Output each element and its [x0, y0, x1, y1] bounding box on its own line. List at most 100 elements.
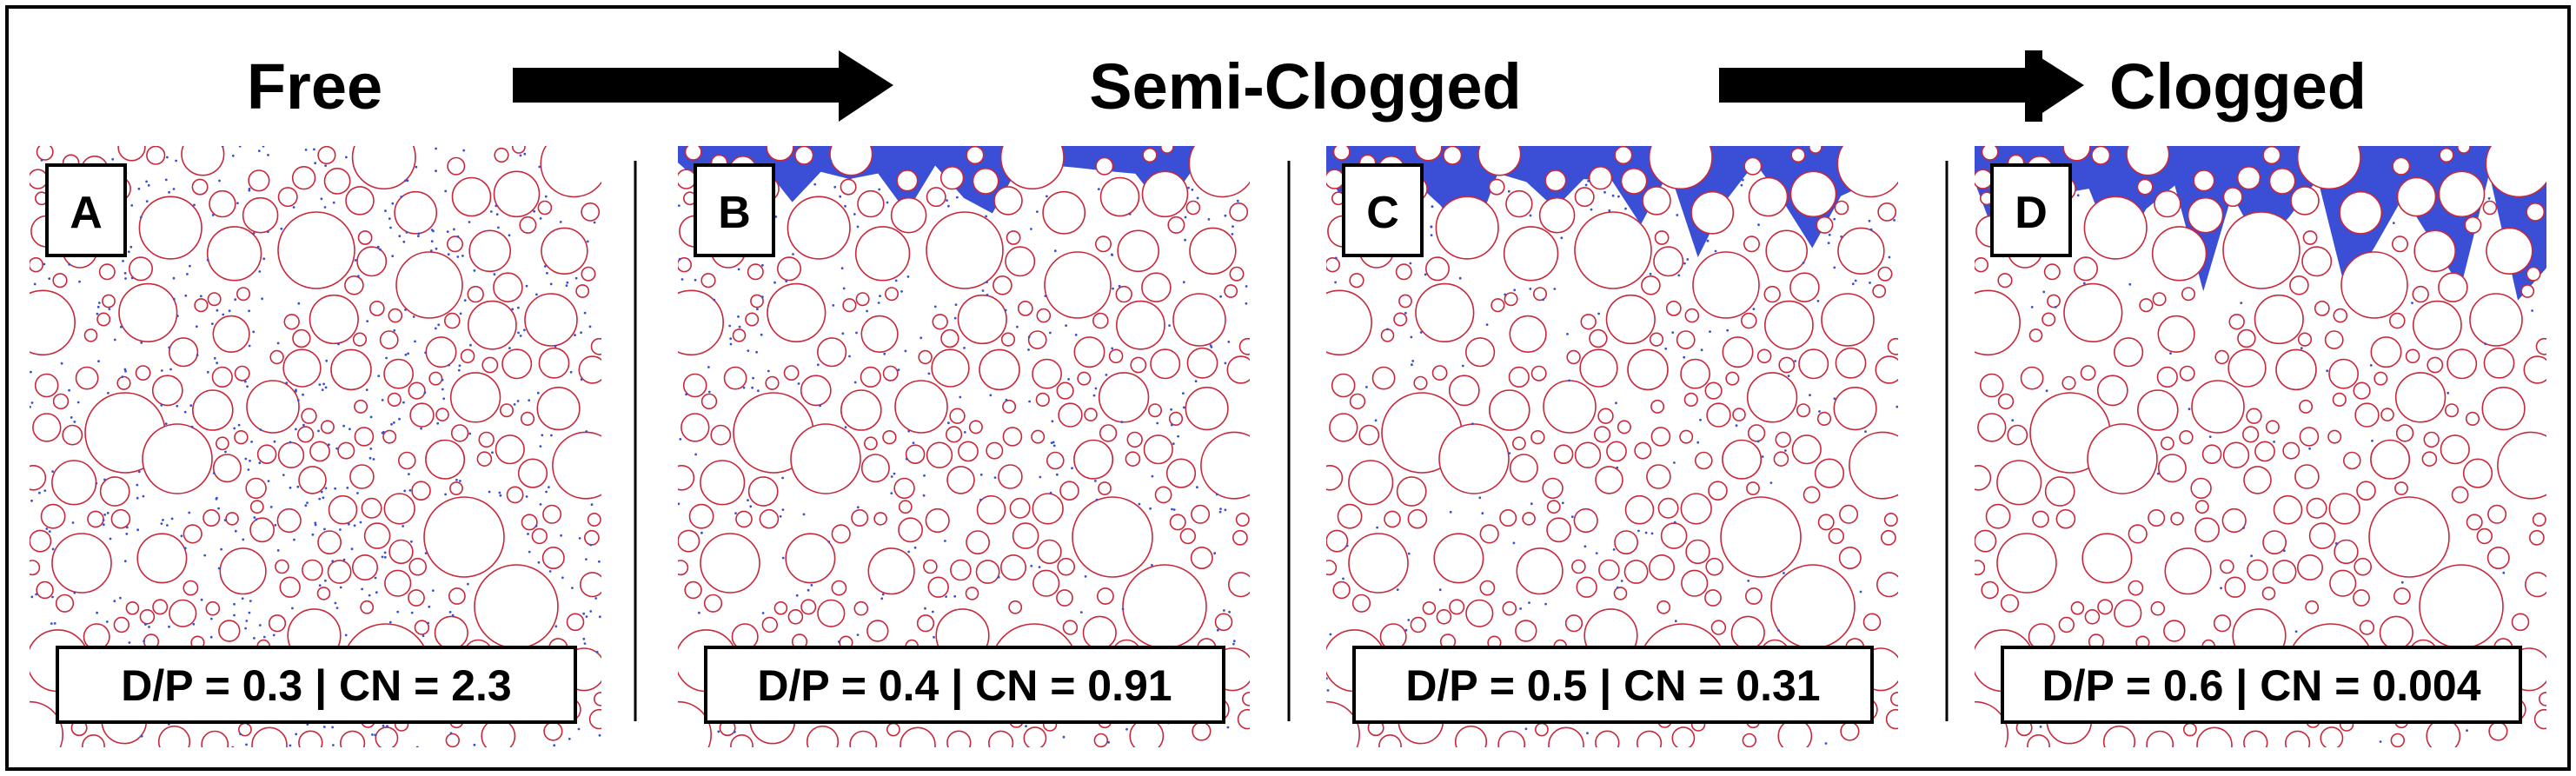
grain [467, 285, 484, 303]
fine-particle [2240, 302, 2243, 304]
fine-particle [48, 530, 51, 533]
fine-particle [2282, 549, 2286, 553]
grain [215, 436, 229, 451]
grain [169, 599, 197, 627]
fine-particle [144, 623, 147, 626]
grain [136, 533, 188, 584]
grain [349, 464, 375, 489]
grain [1410, 616, 1427, 633]
grain [1186, 347, 1218, 379]
fine-particle [323, 527, 326, 531]
grain [1122, 564, 1207, 649]
fine-particle [553, 744, 556, 747]
fine-particle [1136, 148, 1139, 151]
fine-particle [388, 217, 391, 221]
grain [2151, 226, 2208, 282]
grain [2535, 337, 2546, 355]
fine-particle [392, 421, 395, 424]
grain [1876, 572, 1898, 598]
fine-particle [1232, 225, 1234, 228]
fine-particle [554, 625, 558, 628]
fine-particle [580, 378, 583, 381]
fine-particle [258, 461, 262, 465]
grain [1431, 365, 1448, 381]
grain [581, 266, 596, 282]
fine-particle [73, 421, 76, 423]
grain [2299, 399, 2314, 414]
fine-particle [731, 149, 734, 153]
fine-particle [1112, 287, 1114, 290]
grain [735, 510, 753, 528]
grain [2179, 365, 2195, 381]
fine-particle [720, 154, 724, 156]
grain [926, 211, 1004, 289]
fine-particle [1631, 196, 1634, 200]
grain [1595, 730, 1620, 747]
grain [543, 721, 563, 741]
fine-particle [1056, 473, 1059, 476]
fine-particle [1586, 732, 1589, 735]
grain [1115, 285, 1132, 303]
grain [882, 365, 899, 381]
grain [2380, 408, 2394, 421]
fine-particle [1587, 179, 1590, 182]
grain [2243, 730, 2268, 747]
fine-particle [1016, 325, 1019, 328]
grain [1326, 289, 1372, 356]
grain [1509, 454, 1538, 483]
grain [1235, 512, 1250, 527]
fine-particle [1513, 289, 1517, 292]
fine-particle [1228, 610, 1231, 614]
fine-particle [318, 497, 322, 501]
grain [1589, 328, 1608, 348]
grain [2221, 507, 2247, 534]
grain [747, 263, 764, 281]
fine-particle [1683, 262, 1686, 265]
fine-particle [1438, 588, 1442, 592]
fine-particle [321, 388, 324, 391]
fine-particle [717, 730, 720, 733]
fine-particle [1570, 515, 1574, 519]
grain [946, 466, 975, 494]
fine-particle [348, 522, 350, 526]
grain [767, 282, 827, 343]
grain [1620, 167, 1648, 195]
fine-particle [539, 217, 542, 220]
fine-particle [1030, 228, 1032, 230]
fine-particle [365, 388, 368, 391]
grain [1126, 431, 1143, 448]
grain [776, 256, 801, 282]
grain [1326, 529, 1349, 553]
grain [584, 529, 600, 546]
grain [1680, 493, 1712, 525]
grain [986, 441, 1004, 460]
fine-particle [890, 492, 893, 494]
grain [1160, 146, 1174, 154]
grain [2128, 580, 2144, 596]
fine-particle [209, 617, 213, 620]
fine-particle [1869, 282, 1871, 284]
fine-particle [331, 726, 334, 729]
fine-particle [30, 595, 34, 599]
grain [2333, 308, 2348, 323]
panel-c-letter: C [1366, 188, 1399, 238]
fine-particle [1187, 186, 1190, 189]
panel-c-letter-box [1342, 163, 1424, 257]
grain [2412, 300, 2462, 350]
fine-particle [774, 216, 778, 218]
fine-particle [51, 547, 55, 551]
fine-particle [593, 221, 596, 224]
grain [340, 730, 366, 747]
grain [1393, 312, 1408, 327]
fine-particle [218, 179, 221, 182]
fine-particle [793, 180, 797, 182]
fine-particle [761, 263, 764, 267]
grain [926, 441, 953, 468]
grain [2265, 420, 2280, 434]
grain [1056, 381, 1074, 400]
fine-particle [145, 200, 149, 203]
grain [1489, 389, 1530, 431]
fine-particle [1673, 521, 1676, 524]
grain [905, 444, 926, 465]
grain [1125, 451, 1141, 468]
